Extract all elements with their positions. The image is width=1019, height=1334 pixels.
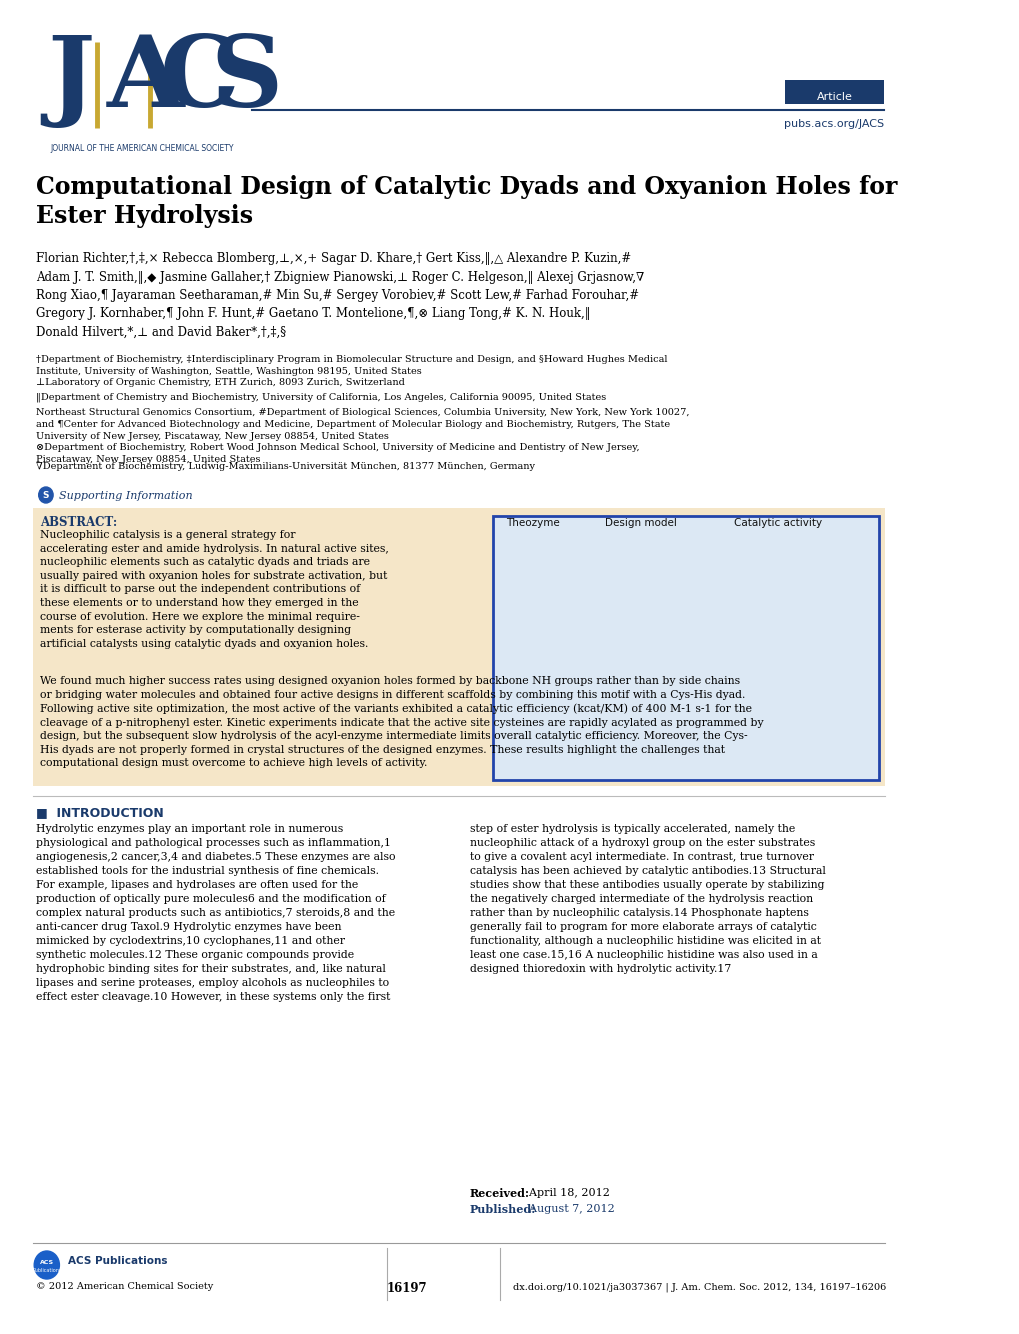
Text: Published:: Published:	[470, 1205, 536, 1215]
Text: Catalytic activity: Catalytic activity	[734, 518, 821, 528]
Text: ∇Department of Biochemistry, Ludwig-Maximilians-Universität München, 81377 Münch: ∇Department of Biochemistry, Ludwig-Maxi…	[36, 462, 535, 471]
Text: ABSTRACT:: ABSTRACT:	[40, 516, 117, 530]
Text: †Department of Biochemistry, ‡Interdisciplinary Program in Biomolecular Structur: †Department of Biochemistry, ‡Interdisci…	[36, 355, 666, 376]
Circle shape	[39, 487, 53, 503]
Bar	[785, 80, 883, 104]
Text: Design model: Design model	[604, 518, 676, 528]
Text: © 2012 American Chemical Society: © 2012 American Chemical Society	[36, 1282, 213, 1291]
Text: ⊗Department of Biochemistry, Robert Wood Johnson Medical School, University of M: ⊗Department of Biochemistry, Robert Wood…	[36, 443, 639, 464]
Text: dx.doi.org/10.1021/ja3037367 | J. Am. Chem. Soc. 2012, 134, 16197–16206: dx.doi.org/10.1021/ja3037367 | J. Am. Ch…	[513, 1282, 886, 1291]
Text: JOURNAL OF THE AMERICAN CHEMICAL SOCIETY: JOURNAL OF THE AMERICAN CHEMICAL SOCIETY	[50, 144, 233, 153]
Text: J: J	[47, 31, 94, 128]
Text: Florian Richter,†,‡,× Rebecca Blomberg,⊥,×,+ Sagar D. Khare,† Gert Kiss,‖,△ Alex: Florian Richter,†,‡,× Rebecca Blomberg,⊥…	[36, 252, 644, 339]
Text: Theozyme: Theozyme	[505, 518, 559, 528]
Text: Nucleophilic catalysis is a general strategy for
accelerating ester and amide hy: Nucleophilic catalysis is a general stra…	[40, 530, 388, 648]
Text: A: A	[107, 31, 184, 128]
Text: step of ester hydrolysis is typically accelerated, namely the
nucleophilic attac: step of ester hydrolysis is typically ac…	[470, 824, 825, 974]
Text: We found much higher success rates using designed oxyanion holes formed by backb: We found much higher success rates using…	[40, 676, 762, 768]
Text: Article: Article	[815, 92, 852, 101]
Text: Northeast Structural Genomics Consortium, #Department of Biological Sciences, Co: Northeast Structural Genomics Consortium…	[36, 408, 689, 440]
Text: ‖Department of Chemistry and Biochemistry, University of California, Los Angeles: ‖Department of Chemistry and Biochemistr…	[36, 394, 605, 403]
Text: Publications: Publications	[32, 1267, 61, 1273]
Bar	[493, 516, 877, 780]
Text: S: S	[210, 31, 282, 128]
Text: April 18, 2012: April 18, 2012	[522, 1189, 609, 1198]
Text: pubs.acs.org/JACS: pubs.acs.org/JACS	[784, 119, 883, 129]
Text: 16197: 16197	[386, 1282, 427, 1295]
Text: August 7, 2012: August 7, 2012	[522, 1205, 614, 1214]
Text: Computational Design of Catalytic Dyads and Oxyanion Holes for
Ester Hydrolysis: Computational Design of Catalytic Dyads …	[36, 175, 897, 228]
Text: S: S	[43, 491, 49, 499]
Bar	[34, 508, 883, 786]
Text: ACS Publications: ACS Publications	[67, 1257, 167, 1266]
Text: Hydrolytic enzymes play an important role in numerous
physiological and patholog: Hydrolytic enzymes play an important rol…	[36, 824, 395, 1002]
Text: Received:: Received:	[470, 1189, 529, 1199]
Circle shape	[35, 1251, 59, 1279]
Text: Supporting Information: Supporting Information	[58, 491, 192, 502]
Text: ■  INTRODUCTION: ■ INTRODUCTION	[36, 806, 164, 819]
Text: ACS: ACS	[40, 1259, 54, 1265]
Text: C: C	[160, 31, 239, 128]
Text: ⊥Laboratory of Organic Chemistry, ETH Zurich, 8093 Zurich, Switzerland: ⊥Laboratory of Organic Chemistry, ETH Zu…	[36, 378, 405, 387]
